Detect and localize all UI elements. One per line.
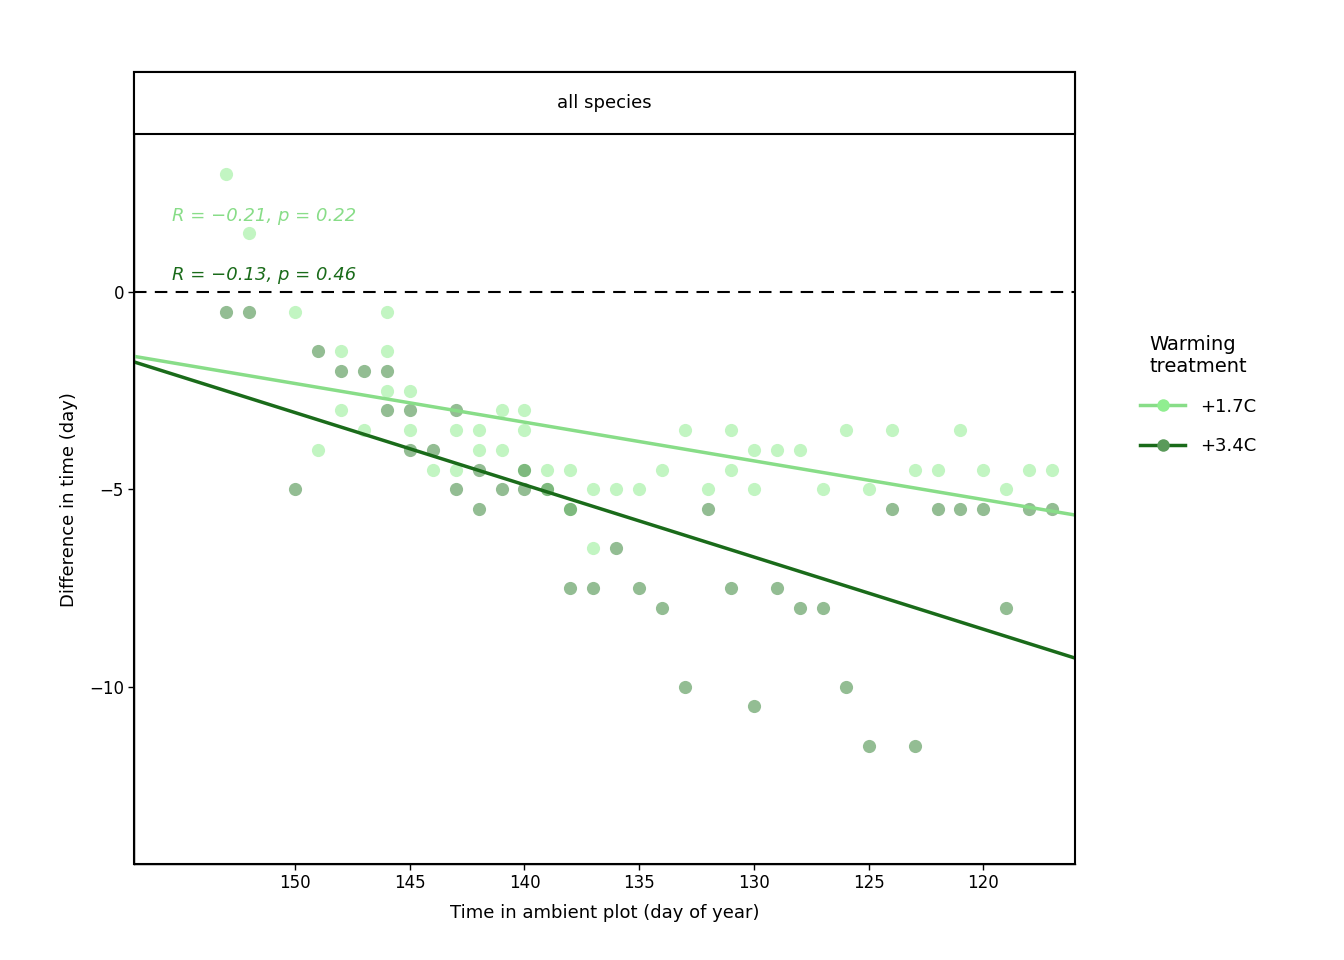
Point [468, 443, 489, 458]
Point [376, 363, 398, 378]
Point [331, 363, 352, 378]
Point [812, 482, 833, 497]
X-axis label: Time in ambient plot (day of year): Time in ambient plot (day of year) [450, 903, 759, 922]
Y-axis label: Difference in time (day): Difference in time (day) [60, 392, 78, 607]
Point [536, 482, 558, 497]
Point [215, 304, 237, 320]
Point [950, 501, 972, 516]
Point [215, 166, 237, 181]
Point [720, 580, 742, 595]
Point [308, 344, 329, 359]
Point [973, 462, 995, 477]
Point [422, 443, 444, 458]
Point [353, 363, 375, 378]
Point [468, 462, 489, 477]
Point [238, 304, 259, 320]
Point [629, 482, 650, 497]
Point [606, 540, 628, 556]
Point [927, 501, 949, 516]
Point [559, 501, 581, 516]
Point [536, 482, 558, 497]
Point [399, 403, 421, 419]
Point [399, 422, 421, 438]
Point [559, 501, 581, 516]
Point [880, 422, 902, 438]
Point [582, 482, 603, 497]
Point [513, 462, 535, 477]
Point [835, 679, 856, 694]
Point [743, 699, 765, 714]
Point [857, 738, 879, 754]
Point [376, 304, 398, 320]
Point [789, 600, 810, 615]
Point [376, 383, 398, 398]
Point [399, 443, 421, 458]
Point [1042, 462, 1063, 477]
Point [491, 443, 512, 458]
Point [743, 482, 765, 497]
Point [675, 422, 696, 438]
Point [1019, 462, 1040, 477]
Point [1019, 501, 1040, 516]
Point [468, 422, 489, 438]
Point [308, 443, 329, 458]
Point [285, 304, 306, 320]
Point [445, 482, 466, 497]
Point [353, 422, 375, 438]
Point [399, 383, 421, 398]
Point [582, 580, 603, 595]
Point [331, 403, 352, 419]
Point [559, 462, 581, 477]
Point [468, 501, 489, 516]
Point [927, 462, 949, 477]
Text: R = −0.13, p = 0.46: R = −0.13, p = 0.46 [172, 266, 356, 284]
Point [675, 679, 696, 694]
Point [445, 422, 466, 438]
Point [285, 482, 306, 497]
Point [582, 540, 603, 556]
Point [652, 600, 673, 615]
Point [629, 580, 650, 595]
Point [513, 403, 535, 419]
Point [720, 462, 742, 477]
Point [903, 462, 925, 477]
Point [743, 443, 765, 458]
Point [491, 482, 512, 497]
Point [513, 482, 535, 497]
Text: R = −0.21, p = 0.22: R = −0.21, p = 0.22 [172, 207, 356, 226]
Point [973, 501, 995, 516]
Point [513, 422, 535, 438]
Point [789, 443, 810, 458]
Point [513, 462, 535, 477]
Point [491, 403, 512, 419]
Point [950, 422, 972, 438]
Point [720, 422, 742, 438]
Point [559, 580, 581, 595]
Point [606, 482, 628, 497]
Point [652, 462, 673, 477]
Point [903, 738, 925, 754]
Text: all species: all species [558, 94, 652, 112]
Point [1042, 501, 1063, 516]
Point [422, 462, 444, 477]
Point [996, 600, 1017, 615]
Point [835, 422, 856, 438]
Point [376, 344, 398, 359]
Point [766, 580, 788, 595]
Point [445, 462, 466, 477]
Point [331, 344, 352, 359]
Point [536, 462, 558, 477]
Point [445, 403, 466, 419]
Point [376, 403, 398, 419]
Point [857, 482, 879, 497]
Point [698, 501, 719, 516]
Legend: +1.7C, +3.4C: +1.7C, +3.4C [1132, 325, 1265, 465]
Point [698, 482, 719, 497]
Point [812, 600, 833, 615]
Point [766, 443, 788, 458]
Point [996, 482, 1017, 497]
Point [238, 226, 259, 241]
Point [880, 501, 902, 516]
